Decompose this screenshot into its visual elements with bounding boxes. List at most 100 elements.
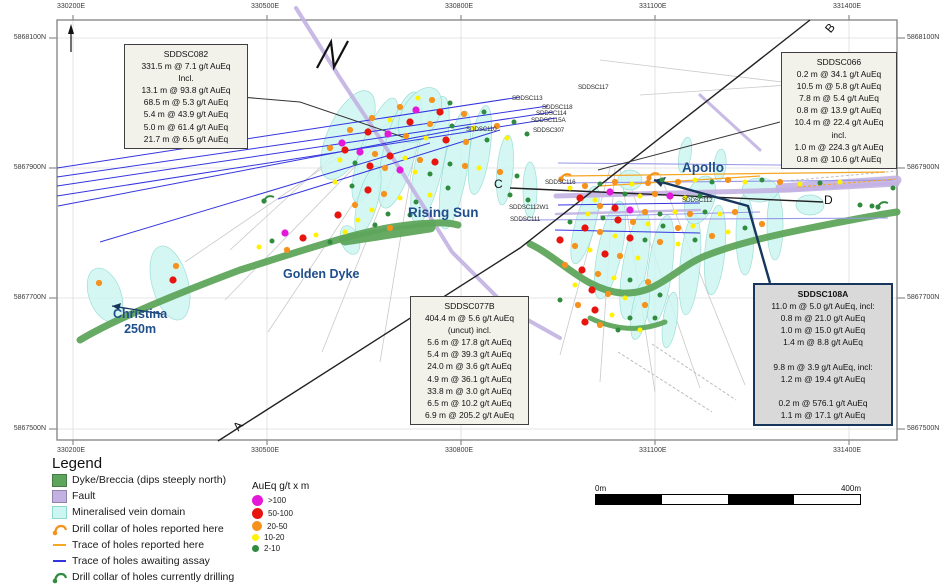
- map-border: [56, 19, 898, 441]
- line-icon: [53, 560, 66, 563]
- assay-line: 0.8 m @ 13.9 g/t AuEq: [796, 105, 882, 116]
- intercept-dot: [576, 194, 584, 202]
- intercept-dot: [368, 114, 376, 122]
- trace-awaiting-assay: [56, 117, 557, 197]
- intercept-dot: [657, 211, 663, 217]
- section-line: [509, 187, 824, 203]
- intercept-dot: [384, 130, 392, 138]
- intercept-dot: [578, 266, 586, 274]
- intercept-dot: [386, 152, 394, 160]
- intercept-dot: [556, 236, 564, 244]
- intercept-dot: [594, 270, 602, 278]
- intercept-dot: [427, 171, 433, 177]
- fault-swatch-icon: [52, 489, 67, 503]
- intercept-dot: [659, 177, 665, 183]
- intercept-dot: [431, 158, 439, 166]
- intercept-dot: [567, 219, 573, 225]
- intercept-dot: [702, 209, 708, 215]
- intercept-dot: [269, 238, 275, 244]
- intercept-dot: [525, 197, 531, 203]
- intercept-dot: [641, 301, 649, 309]
- intercept-dot: [690, 223, 696, 229]
- grade-item-label: 10-20: [264, 533, 285, 542]
- intercept-dot: [371, 150, 379, 158]
- drill-collar-icon: [646, 175, 652, 181]
- intercept-dot: [406, 118, 414, 126]
- assay-line: 9.8 m @ 3.9 g/t AuEq, incl:: [773, 361, 873, 372]
- hole-label-sddsc113: SDDSC113: [512, 95, 543, 102]
- place-label-golden-dyke: Golden Dyke: [283, 267, 360, 281]
- intercept-dot: [514, 173, 520, 179]
- annotation-leader-line: [597, 121, 781, 171]
- hole-label-sddsc307: SDDSC307: [533, 127, 564, 134]
- intercept-dot: [402, 155, 408, 161]
- assay-line: 24.0 m @ 3.6 g/t AuEq: [427, 361, 512, 372]
- intercept-dot: [581, 182, 589, 190]
- legend-swatch-line-icon: [52, 539, 67, 551]
- scale-bar-min: 0m: [595, 484, 607, 493]
- intercept-dot: [338, 139, 346, 147]
- drill-trace-dashed: [617, 351, 713, 413]
- intercept-dot: [493, 122, 501, 130]
- assay-box-title: SDDSC077B: [444, 301, 495, 311]
- dyke-swatch-icon: [52, 473, 67, 487]
- intercept-dot: [447, 100, 453, 106]
- assay-line: 1.0 m @ 224.3 g/t AuEq: [794, 141, 884, 152]
- assay-line: 10.4 m @ 22.4 g/t AuEq: [794, 117, 884, 128]
- scale-bar-max: 400m: [840, 484, 861, 493]
- intercept-dot: [364, 128, 372, 136]
- scale-bar-segment: [794, 495, 860, 504]
- intercept-dot: [817, 180, 823, 186]
- intercept-dot: [476, 165, 482, 171]
- intercept-dot: [396, 103, 404, 111]
- legend-item: Trace of holes awaiting assay: [52, 553, 234, 569]
- scale-bar-segment: [662, 495, 728, 504]
- intercept-dot: [857, 202, 863, 208]
- grade-dot-icon: [252, 495, 263, 506]
- axis-label-northing-right: 5868100N: [907, 34, 940, 41]
- intercept-dot: [351, 201, 359, 209]
- scale-bar-segment: [596, 495, 662, 504]
- intercept-dot: [644, 179, 652, 187]
- axis-label-easting-top: 330800E: [445, 3, 474, 10]
- assay-line: 6.5 m @ 10.2 g/t AuEq: [427, 397, 512, 408]
- intercept-dot: [561, 261, 569, 269]
- trace-awaiting-assay: [56, 105, 549, 178]
- intercept-dot: [567, 185, 573, 191]
- intercept-dot: [622, 191, 628, 197]
- intercept-dot: [427, 192, 433, 198]
- axis-label-northing-right: 5867500N: [907, 425, 940, 432]
- christina-line1: Christina: [113, 307, 168, 321]
- section-label-c: C: [494, 177, 503, 191]
- hole-label-sddsc118: SDDSC118: [542, 104, 573, 111]
- legend-swatch-rect-icon: [52, 473, 67, 487]
- intercept-dot: [672, 209, 678, 215]
- assay-line: Incl.: [178, 73, 194, 84]
- intercept-dot: [283, 246, 291, 254]
- intercept-dot: [742, 225, 748, 231]
- intercept-dot: [471, 125, 477, 131]
- intercept-dot: [651, 190, 659, 198]
- place-label-christina: Christina 250m: [113, 307, 167, 337]
- grade-item-label: 50-100: [268, 509, 293, 518]
- legend-item-label: Drill collar of holes reported here: [72, 522, 224, 535]
- legend: Legend Dyke/Breccia (dips steeply north)…: [52, 455, 234, 585]
- intercept-dot: [355, 217, 361, 223]
- trace-reported: [564, 171, 886, 177]
- intercept-dot: [511, 119, 517, 125]
- intercept-dot: [692, 177, 698, 183]
- grade-dot-icon: [252, 508, 263, 519]
- legend-item-label: Mineralised vein domain: [72, 506, 186, 519]
- intercept-dot: [337, 157, 343, 163]
- assay-line: 5.4 m @ 39.3 g/t AuEq: [427, 349, 512, 360]
- grade-item: 2-10: [252, 544, 309, 553]
- intercept-dot: [581, 318, 589, 326]
- intercept-dot: [484, 137, 490, 143]
- intercept-dot: [449, 123, 455, 129]
- intercept-dot: [507, 192, 513, 198]
- intercept-dot: [674, 178, 682, 186]
- mineralised-vein-domain: [496, 134, 514, 206]
- intercept-dot: [616, 252, 624, 260]
- intercept-dot: [686, 210, 694, 218]
- axis-label-northing-right: 5867700N: [907, 294, 940, 301]
